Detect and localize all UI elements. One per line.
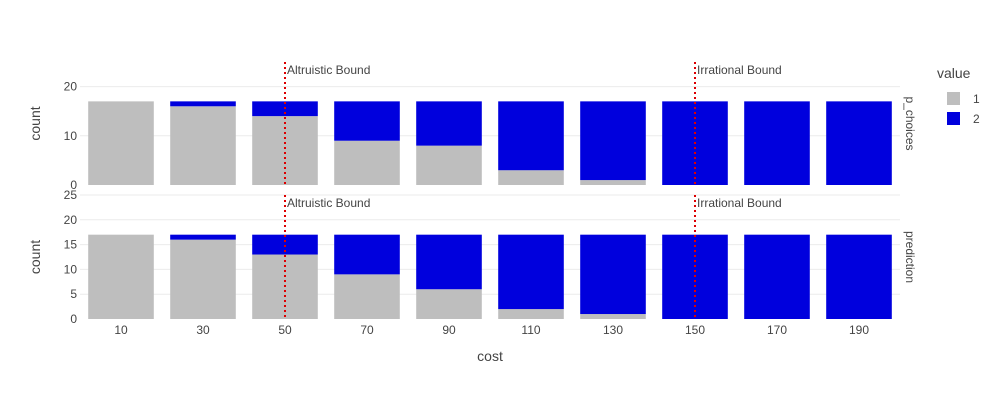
bar-prediction-2-70 bbox=[334, 234, 400, 275]
bar-prediction-2-190 bbox=[826, 234, 892, 319]
bar-p_choices-2-130 bbox=[580, 101, 646, 181]
x-tick-label: 130 bbox=[603, 323, 623, 337]
bar-p_choices-1-50 bbox=[252, 116, 318, 185]
legend-label-1[interactable]: 1 bbox=[973, 92, 980, 106]
bar-prediction-2-30 bbox=[170, 234, 236, 240]
bar-p_choices-1-10 bbox=[88, 101, 154, 185]
y-tick-label: 0 bbox=[70, 178, 77, 192]
bar-p_choices-1-130 bbox=[580, 180, 646, 185]
bar-prediction-1-30 bbox=[170, 239, 236, 319]
y-axis-title: count bbox=[27, 106, 43, 140]
y-tick-label: 20 bbox=[64, 213, 78, 227]
bar-prediction-2-90 bbox=[416, 234, 482, 290]
bar-p_choices-2-70 bbox=[334, 101, 400, 141]
bar-p_choices-1-90 bbox=[416, 145, 482, 185]
y-axis-title: count bbox=[27, 240, 43, 274]
legend-swatch-2[interactable] bbox=[947, 112, 960, 125]
bar-p_choices-2-30 bbox=[170, 101, 236, 107]
bar-p_choices-1-70 bbox=[334, 140, 400, 185]
y-tick-label: 15 bbox=[64, 238, 78, 252]
y-tick-label: 10 bbox=[64, 129, 78, 143]
x-tick-label: 50 bbox=[278, 323, 292, 337]
bar-p_choices-2-190 bbox=[826, 101, 892, 185]
bar-prediction-2-110 bbox=[498, 234, 564, 310]
bar-p_choices-1-110 bbox=[498, 170, 564, 185]
bar-prediction-1-70 bbox=[334, 274, 400, 319]
legend-swatch-1[interactable] bbox=[947, 92, 960, 105]
bar-prediction-2-130 bbox=[580, 234, 646, 315]
y-tick-label: 0 bbox=[70, 312, 77, 326]
x-axis-title: cost bbox=[477, 348, 503, 364]
bar-prediction-1-110 bbox=[498, 309, 564, 319]
vline-annotation: Irrational Bound bbox=[697, 196, 782, 210]
x-tick-label: 70 bbox=[360, 323, 374, 337]
bar-prediction-1-10 bbox=[88, 234, 154, 319]
bar-p_choices-2-170 bbox=[744, 101, 810, 185]
x-tick-label: 90 bbox=[442, 323, 456, 337]
bar-prediction-2-170 bbox=[744, 234, 810, 319]
x-tick-label: 190 bbox=[849, 323, 869, 337]
bar-p_choices-1-30 bbox=[170, 106, 236, 185]
y-tick-label: 25 bbox=[64, 188, 78, 202]
x-tick-label: 170 bbox=[767, 323, 787, 337]
x-tick-label: 10 bbox=[114, 323, 128, 337]
vline-annotation: Altruistic Bound bbox=[287, 196, 370, 210]
bar-prediction-2-50 bbox=[252, 234, 318, 255]
facet-label-prediction: prediction bbox=[903, 231, 917, 283]
x-tick-label: 30 bbox=[196, 323, 210, 337]
y-tick-label: 10 bbox=[64, 262, 78, 276]
vline-annotation: Altruistic Bound bbox=[287, 63, 370, 77]
vline-annotation: Irrational Bound bbox=[697, 63, 782, 77]
legend-title: value bbox=[937, 65, 971, 81]
y-tick-label: 5 bbox=[70, 287, 77, 301]
facet-label-p_choices: p_choices bbox=[903, 96, 917, 150]
bar-p_choices-2-90 bbox=[416, 101, 482, 146]
bar-p_choices-2-110 bbox=[498, 101, 564, 171]
x-tick-label: 110 bbox=[521, 323, 540, 337]
bar-prediction-1-90 bbox=[416, 289, 482, 319]
bar-prediction-1-130 bbox=[580, 314, 646, 319]
y-tick-label: 20 bbox=[64, 80, 78, 94]
x-tick-label: 150 bbox=[685, 323, 705, 337]
legend-label-2[interactable]: 2 bbox=[973, 112, 980, 126]
